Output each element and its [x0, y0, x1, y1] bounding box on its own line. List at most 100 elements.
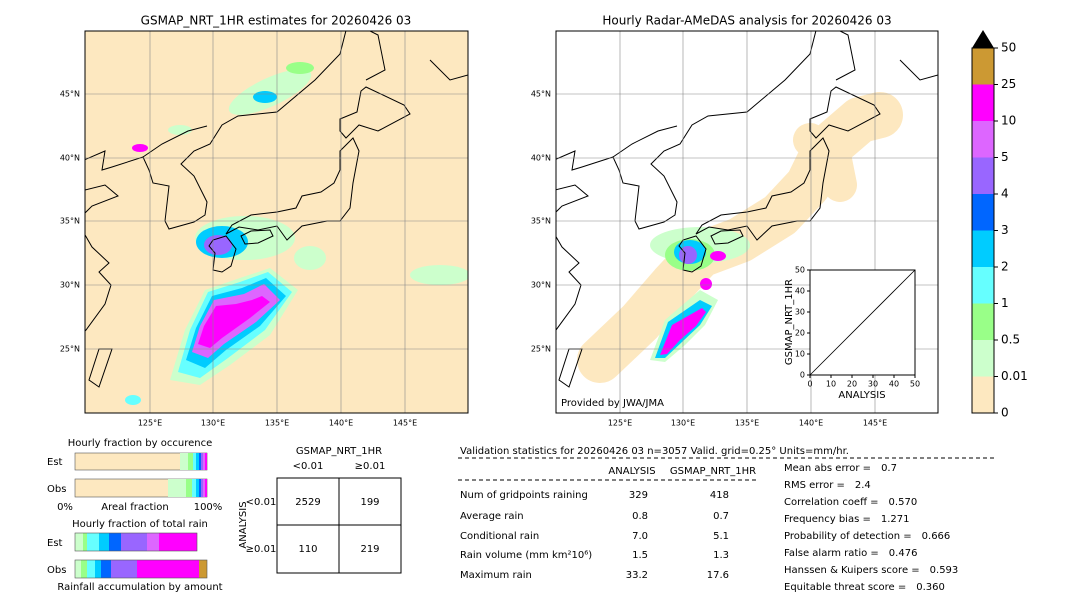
row-label: Rain volume (mm km²10⁶) [460, 550, 592, 561]
lon-label: 135°E [735, 419, 759, 428]
colorbar-segment [972, 230, 994, 267]
lon-label: 140°E [329, 419, 353, 428]
left-map-title: GSMAP_NRT_1HR estimates for 20260426 03 [141, 14, 412, 28]
occurrence-title: Hourly fraction by occurence [68, 438, 212, 449]
colorbar-label: 1 [1001, 296, 1009, 310]
lat-label: 30°N [531, 281, 551, 290]
x-tick-label: 10 [826, 380, 836, 389]
total-rain-bars [74, 532, 208, 579]
colorbar-segment [972, 121, 994, 158]
axis-label: 0% [57, 502, 73, 513]
inset-diagonal [809, 269, 916, 376]
colorbar-segment [972, 194, 994, 231]
y-tick-label: 20 [795, 329, 805, 338]
score-value: 1.271 [881, 514, 910, 525]
score-value: 0.7 [881, 463, 897, 474]
value: 1.3 [713, 550, 729, 561]
score-label: Correlation coeff = [784, 497, 879, 508]
x-tick-label: 50 [910, 380, 920, 389]
y-tick-label: 10 [795, 350, 805, 359]
colorbar-segment [972, 267, 994, 304]
axis-label: Areal fraction [101, 502, 168, 513]
score-value: 0.666 [922, 531, 951, 542]
colorbar-segment [972, 84, 994, 121]
cell: 219 [360, 544, 379, 555]
row-label: Maximum rain [460, 570, 532, 581]
score-value: 2.4 [855, 480, 871, 491]
colorbar-extend [972, 30, 994, 48]
row-header: <0.01 [246, 497, 277, 508]
lat-label: 40°N [531, 154, 551, 163]
colorbar-label: 4 [1001, 187, 1009, 201]
right-map-title: Hourly Radar-AMeDAS analysis for 2026042… [602, 14, 891, 28]
colorbar-label: 2 [1001, 260, 1009, 274]
colorbar-label: 10 [1001, 114, 1016, 128]
y-tick-label: 30 [795, 308, 805, 317]
lat-label: 45°N [60, 90, 80, 99]
lat-label: 25°N [60, 345, 80, 354]
left-map [85, 31, 468, 413]
cell: 110 [298, 544, 317, 555]
row-label: Obs [47, 484, 66, 495]
total-rain-title: Hourly fraction of total rain [72, 519, 208, 530]
lon-label: 145°E [393, 419, 417, 428]
score-label: Mean abs error = [784, 463, 871, 474]
lon-label: 140°E [799, 419, 823, 428]
lon-label: 130°E [671, 419, 695, 428]
colorbar-segment [972, 157, 994, 194]
colorbar-label: 3 [1001, 223, 1009, 237]
y-tick-label: 0 [800, 371, 805, 380]
credit: Provided by JWA/JMA [561, 398, 664, 409]
column-header: GSMAP_NRT_1HR [670, 466, 756, 477]
score-label: Equitable threat score = [784, 582, 906, 593]
lon-label: 130°E [201, 419, 225, 428]
lat-label: 40°N [60, 154, 80, 163]
cell: 199 [360, 497, 379, 508]
row-label: Obs [47, 565, 66, 576]
column-header: ≥0.01 [355, 461, 386, 472]
value: 1.5 [632, 550, 648, 561]
colorbar-label: 0.5 [1001, 333, 1020, 347]
column-header: ANALYSIS [608, 466, 655, 477]
colorbar-segment [972, 376, 994, 413]
score-label: Probability of detection = [784, 531, 912, 542]
x-tick-label: 40 [889, 380, 899, 389]
right-map-frame [555, 30, 939, 414]
value: 5.1 [713, 531, 729, 542]
contingency-row-title: ANALYSIS [238, 501, 249, 548]
x-tick-label: 30 [868, 380, 878, 389]
lon-label: 135°E [265, 419, 289, 428]
colorbar-label: 50 [1001, 41, 1016, 55]
colorbar-label: 25 [1001, 77, 1016, 91]
axis-label: 100% [194, 502, 223, 513]
axis-label: Rainfall accumulation by amount [57, 582, 222, 593]
colorbar-label: 5 [1001, 150, 1009, 164]
score-label: RMS error = [784, 480, 845, 491]
value: 7.0 [632, 531, 648, 542]
row-label: Conditional rain [460, 531, 539, 542]
y-axis-label: GSMAP_NRT_1HR [784, 279, 795, 365]
row-header: ≥0.01 [246, 544, 277, 555]
validation-header: Validation statistics for 20260426 03 n=… [460, 446, 849, 457]
row-label: Est [47, 457, 63, 468]
row-label: Average rain [460, 511, 524, 522]
row-label: Num of gridpoints raining [460, 490, 588, 501]
colorbar-segment [972, 340, 994, 377]
column-header: <0.01 [293, 461, 324, 472]
cell: 2529 [295, 497, 320, 508]
value: 0.8 [632, 511, 648, 522]
left-map-frame [84, 30, 469, 414]
value: 0.7 [713, 511, 729, 522]
colorbar-segment [972, 303, 994, 340]
lon-label: 125°E [608, 419, 632, 428]
contingency-title: GSMAP_NRT_1HR [296, 446, 382, 457]
lat-label: 45°N [531, 90, 551, 99]
colorbar-label: 0 [1001, 406, 1009, 420]
value: 418 [710, 490, 729, 501]
value: 329 [629, 490, 648, 501]
x-axis-label: ANALYSIS [838, 390, 885, 401]
x-tick-label: 0 [807, 380, 812, 389]
row-label: Est [47, 538, 63, 549]
lat-label: 35°N [531, 217, 551, 226]
lon-label: 125°E [138, 419, 162, 428]
